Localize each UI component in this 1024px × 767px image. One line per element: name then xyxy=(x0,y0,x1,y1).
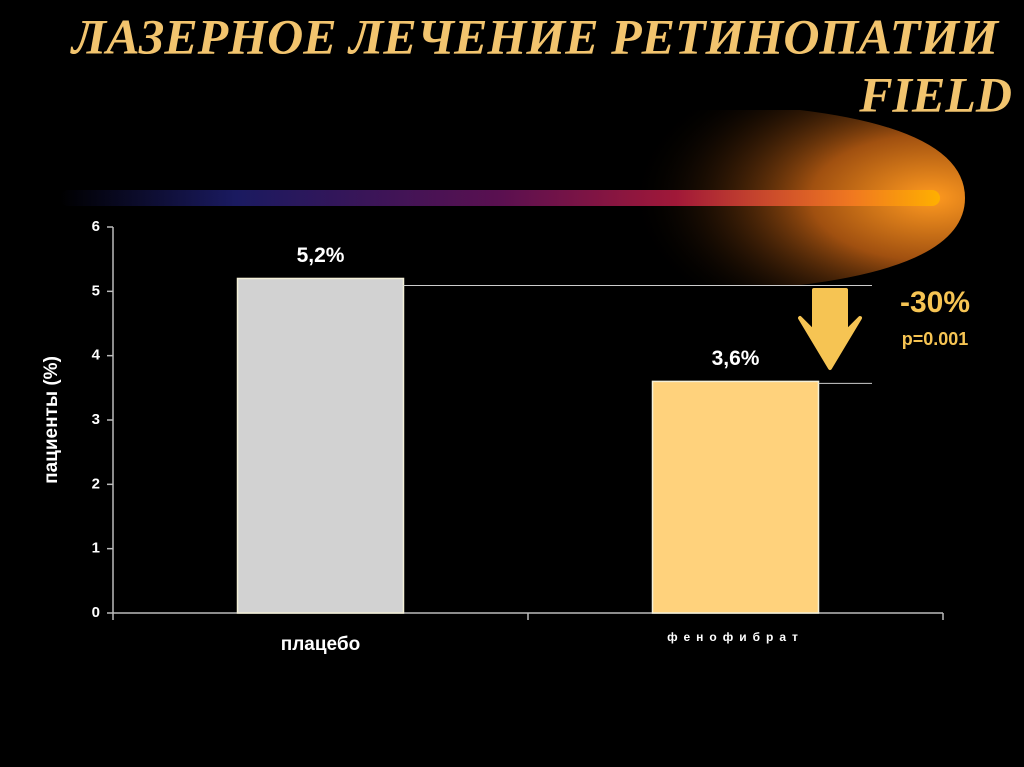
value-label: 5,2% xyxy=(297,244,345,267)
bar xyxy=(236,277,405,614)
x-tick-label: фенофибрат xyxy=(667,630,804,644)
y-axis-label: пациенты (%) xyxy=(41,356,62,484)
value-label: 3,6% xyxy=(712,347,760,370)
title-line: ЛАЗЕРНОЕ ЛЕЧЕНИЕ РЕТИНОПАТИИ xyxy=(70,8,1000,64)
y-tick-label: 1 xyxy=(92,540,100,557)
x-tick-label: плацебо xyxy=(281,634,360,655)
y-tick-label: 4 xyxy=(92,347,101,364)
y-tick-label: 0 xyxy=(92,604,100,621)
title-line: FIELD xyxy=(858,66,1012,122)
arrow xyxy=(798,288,862,370)
bar xyxy=(651,380,820,614)
y-tick-label: 2 xyxy=(92,475,100,492)
change-label: -30% xyxy=(900,286,970,319)
y-tick-label: 5 xyxy=(92,282,100,299)
y-tick-label: 6 xyxy=(92,218,100,235)
y-tick-label: 3 xyxy=(92,411,100,428)
p-value: p=0.001 xyxy=(902,329,969,349)
beam xyxy=(60,190,940,206)
